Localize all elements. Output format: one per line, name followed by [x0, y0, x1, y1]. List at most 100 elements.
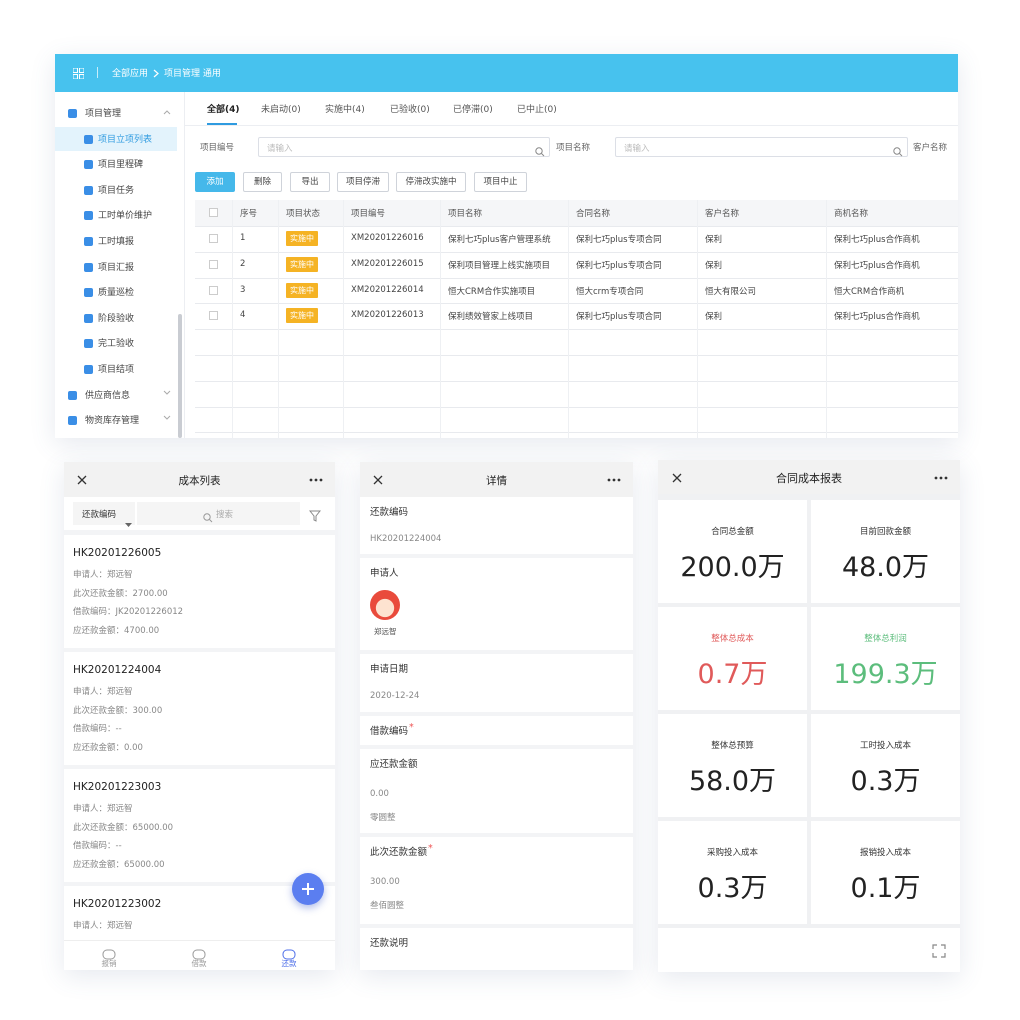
action-button[interactable]: 添加 [195, 172, 235, 192]
menu-item[interactable]: 项目任务 [98, 185, 135, 196]
field-label: 申请人 [370, 568, 399, 579]
tabbar-item[interactable]: 还款 [281, 959, 297, 968]
cell: 保利七巧plus合作商机 [834, 312, 920, 323]
tab[interactable]: 实施中(4) [325, 105, 365, 115]
close-icon[interactable] [672, 473, 682, 483]
expand-icon[interactable] [932, 944, 946, 958]
tile-label: 报销投入成本 [859, 848, 911, 858]
tab[interactable]: 已停滞(0) [453, 105, 493, 115]
column-header[interactable]: 合同名称 [576, 209, 611, 219]
list-card[interactable]: HK20201223003 申请人：郑远智 此次还款金额：65000.00 借款编码：… [64, 769, 335, 882]
checkbox[interactable] [209, 285, 218, 295]
action-button[interactable]: 停滞改实施中 [396, 172, 466, 192]
menu-group[interactable]: 项目管理 [85, 109, 122, 119]
column-header[interactable]: 项目名称 [448, 209, 483, 219]
cell: 保利七巧plus专项合同 [576, 312, 662, 323]
more-icon[interactable] [934, 476, 948, 480]
column-header[interactable]: 项目状态 [286, 209, 321, 219]
detail-section: 申请日期 2020-12-24 [360, 654, 633, 712]
filter-input[interactable]: 请输入 [258, 137, 550, 157]
menu-icon [68, 109, 77, 118]
field-value: 0.00 [370, 789, 389, 799]
tab[interactable]: 已验收(0) [390, 105, 430, 115]
menu-icon [84, 339, 93, 349]
menu-item[interactable]: 项目汇报 [98, 262, 135, 273]
card-line: 应还款金额：4700.00 [73, 625, 160, 636]
field-value: 300.00 [370, 877, 400, 887]
menu-item[interactable]: 阶段验收 [98, 313, 135, 324]
menu-group[interactable]: 物资库存管理 [85, 416, 140, 427]
tab[interactable]: 已中止(0) [517, 105, 557, 115]
filter-icon[interactable] [308, 507, 322, 526]
close-icon[interactable] [77, 475, 87, 485]
list-card[interactable]: HK20201223002 申请人：郑远智 [64, 886, 335, 940]
action-button[interactable]: 删除 [243, 172, 282, 192]
field-note: 零圆整 [370, 813, 396, 823]
search-icon [893, 142, 903, 161]
field-note: 叁佰圆整 [370, 901, 405, 911]
tile-value: 0.3万 [697, 873, 768, 904]
cell: 保利七巧plus专项合同 [576, 235, 662, 245]
tab[interactable]: 未启动(0) [261, 105, 301, 115]
checkbox[interactable] [209, 259, 218, 269]
more-icon[interactable] [607, 478, 621, 482]
action-button[interactable]: 项目停滞 [337, 172, 389, 192]
card-line: 此次还款金额：2700.00 [73, 588, 168, 599]
action-button[interactable]: 导出 [290, 172, 330, 192]
tile-value: 200.0万 [680, 552, 785, 583]
close-icon[interactable] [373, 475, 383, 485]
menu-item[interactable]: 工时单价维护 [98, 211, 153, 222]
column-header[interactable]: 序号 [240, 209, 258, 219]
table-header-bg [195, 200, 958, 226]
list-card[interactable]: HK20201224004 申请人：郑远智 此次还款金额：300.00 借款编码：--… [64, 652, 335, 765]
checkbox[interactable] [209, 311, 218, 321]
checkbox[interactable] [209, 234, 218, 243]
field-value: HK20201224004 [370, 534, 442, 544]
row-line [195, 380, 958, 382]
report-tile: 目前回款金额 48.0万 [811, 500, 960, 603]
menu-item[interactable]: 项目里程碑 [98, 160, 144, 171]
field-label: 借款编码 [370, 726, 409, 737]
menu-item[interactable]: 质量巡检 [98, 288, 135, 299]
column-header[interactable]: 项目编号 [351, 209, 386, 219]
search-select[interactable]: 还款编码 [73, 502, 135, 527]
action-button[interactable]: 项目中止 [474, 172, 527, 192]
tile-value: 0.7万 [697, 659, 768, 690]
phone-header: 详情 [360, 462, 633, 497]
tabbar-item[interactable]: 报销 [101, 959, 117, 968]
menu-item[interactable]: 完工验收 [98, 339, 135, 350]
search-box[interactable]: 搜索 [137, 502, 300, 525]
cell: 恒大CRM合作商机 [834, 286, 905, 297]
column-header[interactable]: 商机名称 [834, 209, 869, 219]
chevron [163, 107, 171, 116]
filter-input[interactable]: 请输入 [615, 137, 908, 157]
top-bar: 全部应用 项目管理 通用 [55, 54, 958, 92]
menu-item[interactable]: 项目结项 [98, 365, 135, 375]
required-mark: * [428, 843, 433, 854]
tabbar-item[interactable]: 借款 [191, 959, 207, 968]
search-icon [203, 508, 213, 527]
add-fab[interactable] [292, 873, 324, 905]
menu-icon [84, 262, 93, 272]
list-card[interactable]: HK20201226005 申请人：郑远智 此次还款金额：2700.00 借款编码：J… [64, 535, 335, 648]
breadcrumb-item[interactable]: 全部应用 [112, 69, 149, 79]
column-header[interactable]: 客户名称 [705, 209, 740, 219]
tab[interactable]: 全部(4) [207, 105, 240, 115]
cell: 保利七巧plus客户管理系统 [448, 235, 551, 245]
menu-item[interactable]: 工时填报 [98, 237, 135, 247]
checkbox[interactable] [209, 208, 218, 217]
field-value: 2020-12-24 [370, 691, 420, 701]
menu-group[interactable]: 供应商信息 [85, 390, 131, 401]
row-line [195, 329, 958, 331]
menu-item[interactable]: 项目立项列表 [98, 134, 153, 145]
field-label: 此次还款金额 [370, 847, 428, 858]
apps-icon[interactable] [73, 68, 84, 79]
cell: 保利 [705, 312, 723, 323]
more-icon[interactable] [309, 478, 323, 482]
card-line: 应还款金额：0.00 [73, 742, 143, 753]
card-line: 应还款金额：65000.00 [73, 859, 165, 870]
detail-section: 还款编码 HK20201224004 [360, 497, 633, 554]
report-tile: 采购投入成本 0.3万 [658, 821, 807, 924]
col-line [440, 200, 441, 438]
tab-icon [192, 945, 206, 964]
